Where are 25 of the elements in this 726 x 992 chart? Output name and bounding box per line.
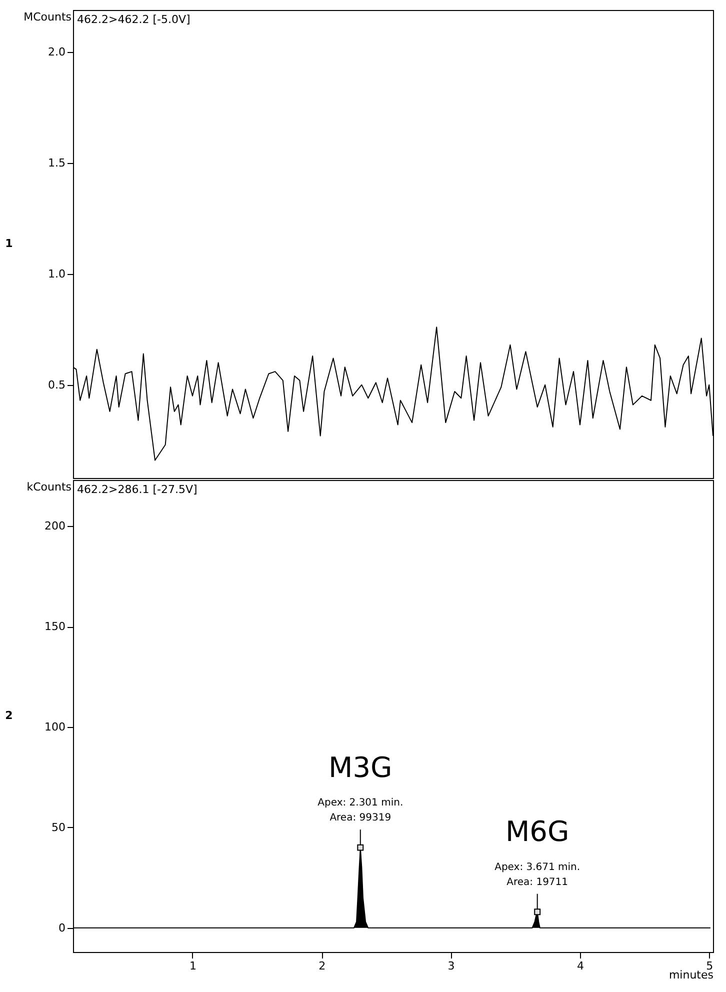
annotation: Apex: 2.301 min. [318,798,404,809]
chart-title: 462.2>286.1 [-27.5V] [77,483,198,496]
annotation: M6G [506,815,570,848]
y-tick-label: 0.5 [48,378,66,392]
x-tick-label: 2 [318,960,326,972]
y-tick-label: 200 [44,520,66,533]
y-tick-label: 2.0 [48,46,66,59]
y-tick-label: 100 [44,720,66,734]
annotation: Area: 99319 [330,812,392,824]
y-axis-title: MCounts [24,10,72,24]
annotation: Area: 19711 [506,876,568,888]
x-tick-label: 1 [189,960,196,972]
annotation: Apex: 3.671 min. [494,862,580,873]
text: 2 [5,709,13,722]
annotation: M3G [328,750,392,784]
y-tick-label: 0 [58,921,66,934]
x-tick-label: 3 [448,960,455,972]
x-tick-label: 4 [576,960,584,972]
chart-title: 462.2>462.2 [-5.0V] [77,13,190,26]
y-tick-label: 50 [52,820,66,834]
y-tick-label: 1.5 [48,156,66,170]
y-tick-label: 150 [44,620,66,634]
y-tick-label: 1.0 [48,267,66,280]
text: 1 [5,237,13,250]
y-axis-title: kCounts [26,480,72,494]
